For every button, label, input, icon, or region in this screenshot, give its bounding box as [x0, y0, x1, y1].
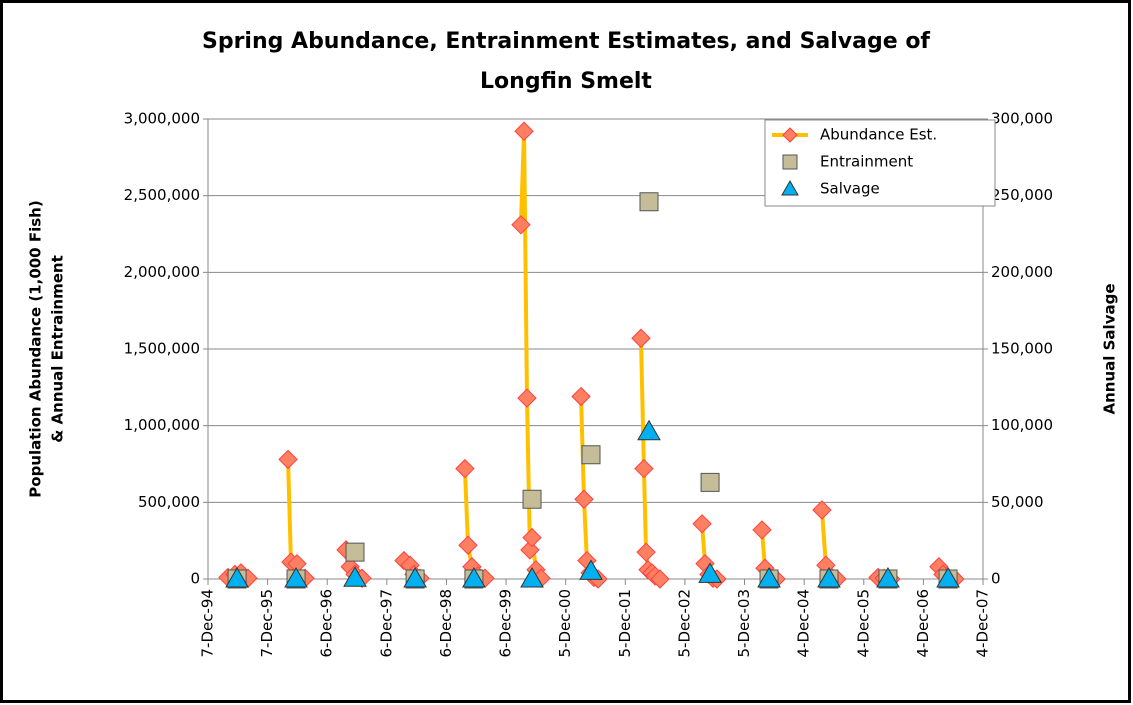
legend-label: Entrainment [820, 153, 913, 171]
x-tick-label: 4-Dec-06 [914, 589, 932, 657]
y2-tick-label: 50,000 [991, 493, 1044, 511]
x-tick-label: 5-Dec-00 [556, 589, 574, 657]
triangle-marker [343, 566, 367, 587]
square-marker [522, 489, 542, 509]
diamond-marker [574, 489, 594, 509]
square-marker [639, 192, 659, 212]
triangle-marker [579, 559, 603, 580]
diamond-marker [571, 386, 591, 407]
y2-tick-label: 0 [991, 570, 1001, 588]
x-tick-label: 5-Dec-02 [675, 589, 693, 657]
x-tick-label: 7-Dec-94 [199, 589, 217, 657]
square-marker [345, 542, 365, 562]
y2-tick-label: 300,000 [991, 110, 1053, 128]
y-tick-label: 1,000,000 [124, 416, 200, 434]
diamond-marker [634, 458, 654, 479]
triangle-marker [462, 567, 486, 588]
x-tick-label: 6-Dec-96 [318, 589, 336, 657]
diamond-marker [631, 328, 651, 348]
x-tick-label: 6-Dec-99 [497, 589, 515, 657]
y2-tick-label: 150,000 [991, 340, 1053, 358]
triangle-marker [225, 567, 249, 588]
diamond-marker [752, 520, 772, 540]
diamond-marker [458, 535, 478, 555]
diamond-marker [278, 449, 298, 470]
y-tick-label: 500,000 [138, 493, 200, 511]
y-axis-label: Population Abundance (1,000 Fish) [27, 200, 45, 497]
legend-marker [781, 179, 799, 196]
legend-label: Abundance Est. [820, 126, 937, 144]
square-marker [581, 445, 601, 465]
y2-tick-label: 100,000 [991, 416, 1053, 434]
y-tick-label: 1,500,000 [124, 340, 200, 358]
diamond-marker [636, 542, 656, 562]
chart-title: Longfin Smelt [480, 69, 652, 94]
x-tick-label: 6-Dec-97 [377, 589, 395, 657]
x-tick-label: 7-Dec-95 [258, 589, 276, 657]
triangle-marker [757, 567, 781, 588]
legend-marker [782, 154, 798, 170]
chart-title: Spring Abundance, Entrainment Estimates,… [202, 29, 930, 54]
y2-axis-label: Annual Salvage [1101, 283, 1119, 414]
legend-label: Salvage [820, 180, 880, 198]
x-tick-label: 4-Dec-07 [974, 589, 992, 657]
diamond-marker [522, 527, 542, 548]
x-tick-label: 4-Dec-05 [854, 589, 872, 657]
triangle-marker [876, 567, 900, 588]
square-marker [700, 472, 720, 492]
diamond-marker [692, 514, 712, 534]
y-tick-label: 2,500,000 [124, 186, 200, 204]
diamond-marker [650, 569, 670, 589]
diamond-marker [511, 215, 531, 235]
triangle-marker [936, 567, 960, 588]
x-tick-label: 4-Dec-04 [795, 589, 813, 657]
triangle-marker [817, 567, 841, 588]
diamond-marker [517, 388, 537, 408]
y2-tick-label: 250,000 [991, 186, 1053, 204]
triangle-marker [637, 419, 661, 441]
x-tick-label: 5-Dec-01 [616, 589, 634, 657]
diamond-marker [812, 500, 832, 520]
legend-marker [782, 127, 798, 143]
y-axis-label: & Annual Entrainment [49, 255, 67, 443]
x-tick-label: 5-Dec-03 [735, 589, 753, 657]
y-tick-label: 0 [190, 570, 200, 588]
triangle-marker [520, 567, 544, 588]
diamond-marker [514, 121, 534, 141]
y-tick-label: 3,000,000 [124, 110, 200, 128]
x-tick-label: 6-Dec-98 [437, 589, 455, 657]
triangle-marker [698, 562, 722, 583]
triangle-marker [403, 567, 427, 588]
diamond-marker [520, 540, 540, 560]
y2-tick-label: 200,000 [991, 263, 1053, 281]
diamond-marker [455, 458, 475, 479]
y-tick-label: 2,000,000 [124, 263, 200, 281]
triangle-marker [284, 567, 308, 588]
